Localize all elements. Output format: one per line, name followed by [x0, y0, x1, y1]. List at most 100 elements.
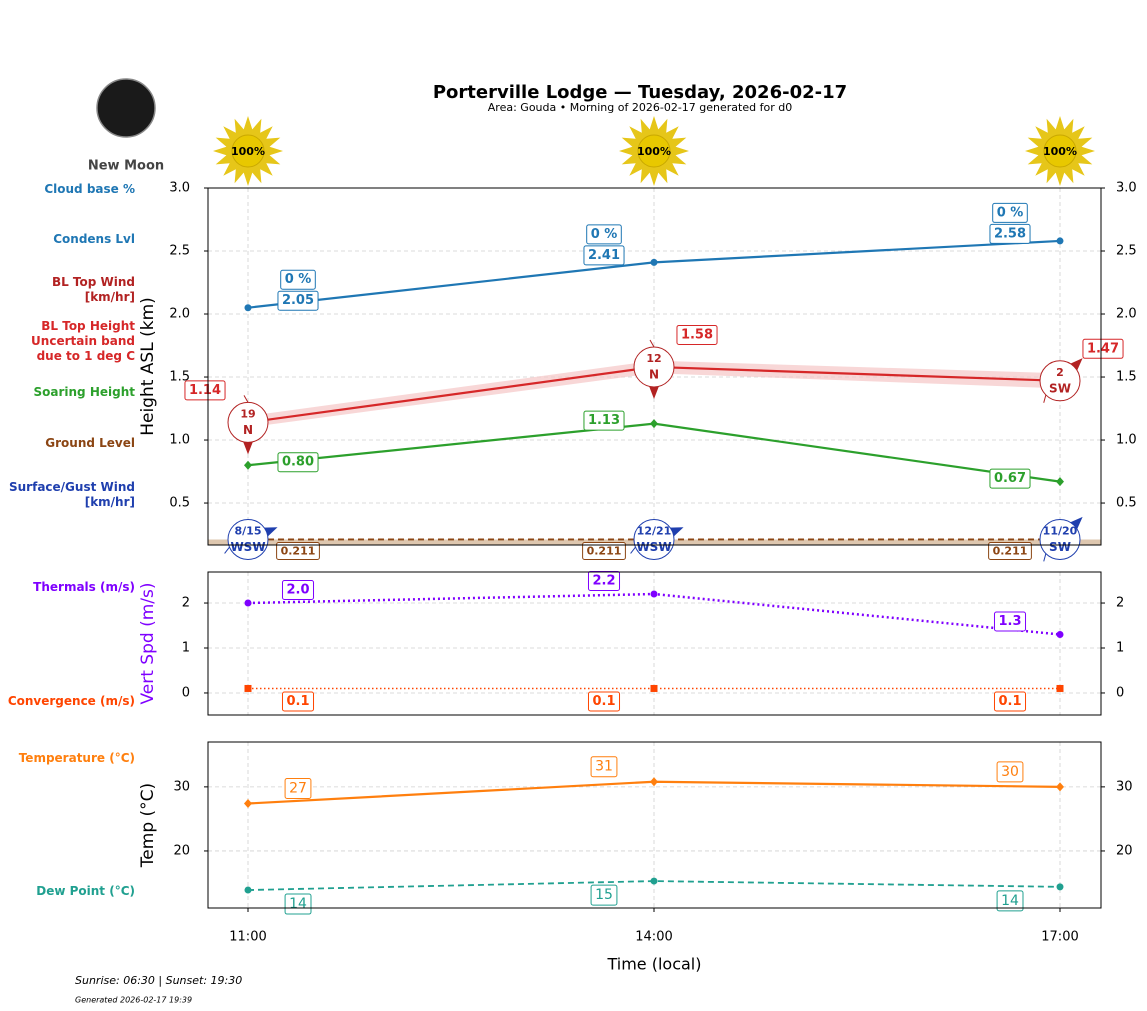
x-tick-label: 17:00	[1041, 930, 1078, 945]
legend-label: Ground Level	[45, 436, 135, 450]
value-label-box	[586, 224, 622, 245]
x-tick-label: 14:00	[635, 930, 672, 945]
value-label: 0.67	[994, 471, 1026, 486]
value-label-box	[277, 290, 319, 311]
marker	[244, 886, 252, 894]
value-label-box	[590, 884, 618, 906]
value-label: 0.80	[282, 455, 314, 470]
y-axis-label: Height ASL (km)	[138, 297, 158, 436]
wind-circle	[1039, 360, 1081, 402]
value-label: 15	[595, 887, 613, 903]
sun-label: 100%	[231, 145, 265, 158]
value-label: 2.41	[588, 248, 620, 263]
value-label-box	[583, 410, 625, 431]
value-label: 0.1	[286, 694, 309, 709]
y-tick-label: 30	[173, 779, 190, 794]
value-label-box	[993, 691, 1027, 712]
value-label-box	[993, 611, 1027, 632]
value-label: 2.58	[994, 226, 1026, 241]
moon-icon	[96, 78, 156, 138]
generated: Generated 2026-02-17 19:39	[75, 996, 192, 1005]
wind-circle	[633, 518, 675, 560]
value-label: 30	[1001, 764, 1019, 780]
y-tick-label: 1	[182, 640, 190, 655]
value-label: 1.58	[681, 327, 713, 342]
title: Porterville Lodge — Tuesday, 2026-02-17	[433, 82, 847, 103]
y-tick-label-right: 3.0	[1116, 181, 1137, 196]
wind-arrow	[649, 385, 659, 399]
value-label: 1.14	[189, 383, 221, 398]
series-line	[247, 422, 1061, 483]
series-line	[247, 880, 1061, 891]
wind-speed: 12	[646, 352, 661, 365]
marker	[1056, 631, 1064, 639]
legend-label: Surface/Gust Wind [km/hr]	[9, 480, 135, 509]
marker	[244, 460, 252, 470]
wind-arrow	[1069, 516, 1083, 530]
y-tick-label: 2	[182, 596, 190, 611]
legend-label: Thermals (m/s)	[33, 580, 135, 594]
wind-circle	[633, 346, 675, 388]
sun-label: 100%	[1043, 145, 1077, 158]
wind-speed: 19	[240, 407, 255, 420]
uncertainty-band	[248, 360, 1060, 428]
y-tick-label-right: 1	[1116, 640, 1124, 655]
wind-speed: 2	[1056, 366, 1064, 379]
value-label-box	[988, 541, 1032, 560]
legend-label: BL Top Height Uncertain band due to 1 de…	[31, 319, 135, 363]
y-tick-label: 1.0	[169, 433, 190, 448]
sun-icon	[231, 134, 265, 168]
wind-tail	[243, 395, 249, 403]
wind-circle	[1039, 518, 1081, 560]
value-label: 0.211	[587, 544, 622, 557]
marker	[244, 684, 252, 692]
y-tick-label: 20	[173, 843, 190, 858]
value-label-box	[284, 893, 312, 915]
legend-label: Temperature (°C)	[18, 751, 135, 765]
value-label-box	[281, 691, 315, 712]
value-label-box	[996, 761, 1024, 783]
value-label-box	[676, 324, 718, 345]
y-tick-label-right: 1.5	[1116, 370, 1137, 385]
marker	[244, 599, 252, 607]
value-label: 14	[1001, 893, 1019, 909]
value-label: 0 %	[591, 227, 618, 242]
legend-label: Cloud base %	[44, 182, 135, 196]
marker	[1056, 237, 1064, 245]
sun-times: Sunrise: 06:30 | Sunset: 19:30	[75, 974, 242, 987]
value-label-box	[989, 223, 1031, 244]
value-label: 1.13	[588, 413, 620, 428]
value-label: 2.0	[286, 583, 309, 598]
y-tick-label-right: 2.0	[1116, 307, 1137, 322]
y-tick-label-right: 20	[1116, 843, 1133, 858]
value-label-box	[996, 890, 1024, 912]
value-label-box	[582, 541, 626, 560]
wind-direction: SW	[1049, 540, 1071, 554]
legend-label: Dew Point (°C)	[36, 884, 135, 898]
marker	[650, 419, 658, 429]
y-tick-label: 3.0	[169, 181, 190, 196]
y-tick-label-right: 2	[1116, 596, 1124, 611]
wind-tail	[1043, 553, 1047, 562]
value-label: 0 %	[285, 272, 312, 287]
value-label: 2.05	[282, 293, 314, 308]
legend-label: Condens Lvl	[53, 232, 135, 246]
marker	[1056, 477, 1064, 487]
marker	[244, 304, 252, 312]
value-label: 0.1	[998, 694, 1021, 709]
marker	[1056, 883, 1064, 891]
marker	[650, 590, 658, 598]
value-label: 31	[595, 759, 613, 775]
marker	[650, 777, 658, 787]
y-tick-label-right: 1.0	[1116, 433, 1137, 448]
plot-frame	[207, 187, 1102, 546]
moon-phase: New Moon	[88, 159, 164, 174]
y-tick-label-right: 0	[1116, 685, 1124, 700]
y-tick-label: 1.5	[169, 370, 190, 385]
plot-frame	[207, 571, 1102, 716]
y-tick-label-right: 30	[1116, 779, 1133, 794]
y-tick-label: 2.5	[169, 244, 190, 259]
marker	[650, 877, 658, 885]
